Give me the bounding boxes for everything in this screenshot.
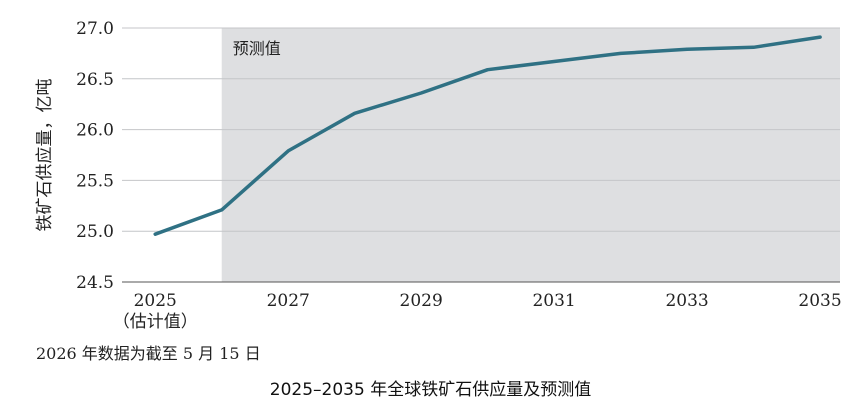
forecast-label: 预测值 (233, 39, 281, 58)
x-tick-label: 2033 (665, 291, 708, 311)
y-tick-labels: 24.5 25.0 25.5 26.0 26.5 27.0 (76, 19, 114, 293)
gridlines (122, 27, 840, 232)
x-tick-label: 2025 (134, 291, 177, 311)
x-tick-label: 2035 (798, 291, 841, 311)
y-tick-label: 26.0 (76, 121, 114, 141)
x-tick-label: 2029 (400, 291, 443, 311)
y-tick-label: 27.0 (76, 19, 114, 39)
chart-caption: 2025–2035 年全球铁矿石供应量及预测值 (269, 380, 592, 400)
x-tick-sublabel: （估计值） (113, 312, 198, 332)
y-tick-label: 25.0 (76, 222, 114, 242)
y-tick-label: 26.5 (76, 70, 114, 90)
forecast-shaded-region (221, 28, 840, 282)
x-tick-labels: 2025（估计值） 2027 2029 2031 2033 2035 (113, 291, 842, 332)
x-tick-label: 2027 (267, 291, 310, 311)
x-tick-label: 2031 (532, 291, 575, 311)
y-axis-label: 铁矿石供应量，亿吨 (35, 79, 55, 232)
y-tick-label: 25.5 (76, 171, 114, 191)
line-chart: 预测值 24.525.025.526.026.527.0 2025（估计值）20… (35, 19, 842, 332)
series-group (153, 35, 822, 236)
y-tick-label: 24.5 (76, 273, 114, 293)
footnote: 2026 年数据为截至 5 月 15 日 (36, 344, 261, 363)
